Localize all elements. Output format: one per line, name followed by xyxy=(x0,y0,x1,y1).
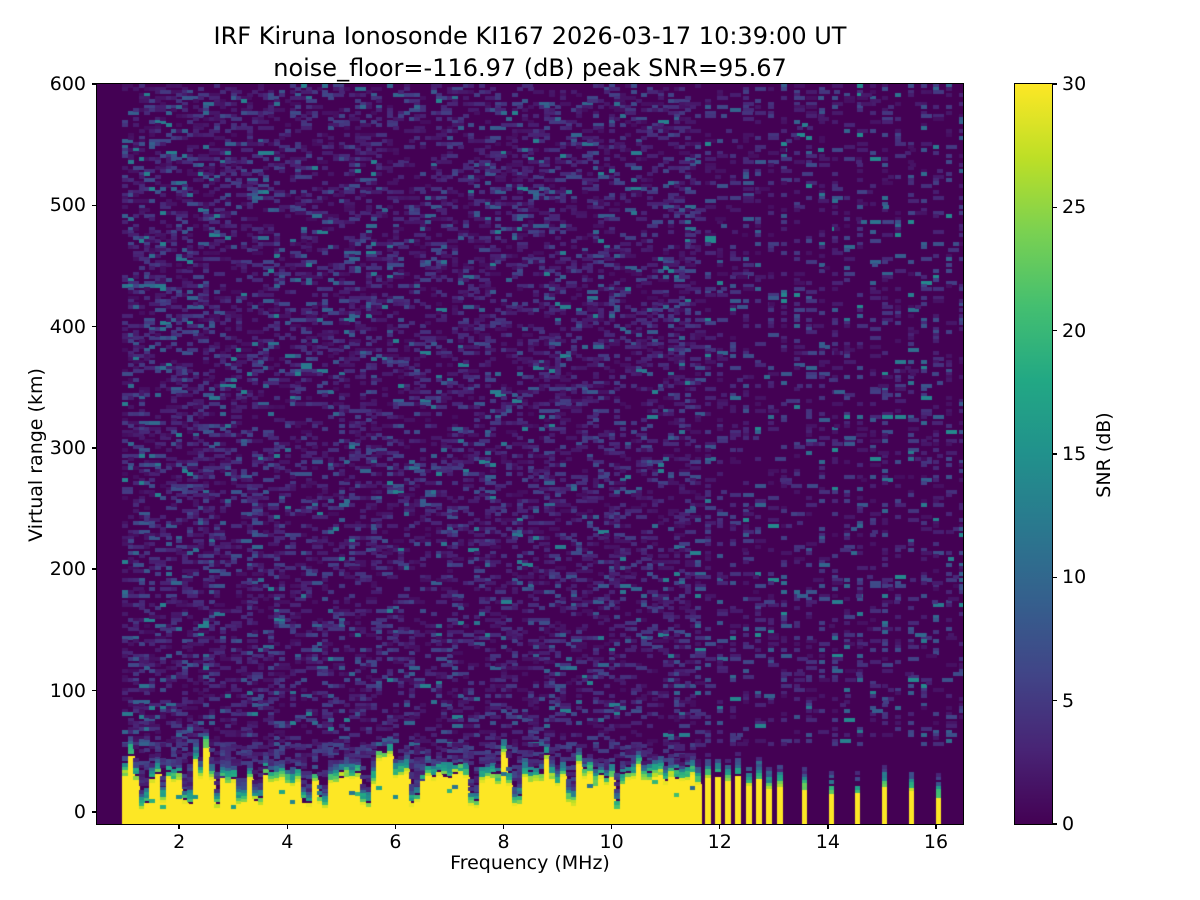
y-tick-label: 500 xyxy=(49,194,86,217)
colorbar-tick-mark xyxy=(1052,699,1057,702)
x-tick-label: 8 xyxy=(497,831,510,853)
x-tick-label: 2 xyxy=(173,831,186,853)
x-tick-mark xyxy=(827,824,829,829)
y-tick-label: 600 xyxy=(49,73,86,95)
x-tick-label: 6 xyxy=(389,831,402,853)
y-tick-mark xyxy=(92,811,96,813)
colorbar-tick-label: 30 xyxy=(1062,73,1087,95)
x-tick-mark xyxy=(935,824,937,829)
y-tick-label: 400 xyxy=(49,315,86,338)
plot-area xyxy=(96,83,964,825)
colorbar-tick-label: 10 xyxy=(1062,566,1087,589)
x-tick-label: 4 xyxy=(281,831,294,853)
x-tick-label: 10 xyxy=(599,831,624,853)
x-tick-mark xyxy=(718,824,721,829)
colorbar-tick-mark xyxy=(1052,206,1057,209)
y-tick-label: 0 xyxy=(73,800,86,823)
ionogram-heatmap-canvas xyxy=(97,84,963,824)
y-tick-label: 200 xyxy=(49,558,86,581)
colorbar-gradient xyxy=(1015,84,1052,824)
y-tick-mark xyxy=(92,83,96,85)
y-tick-label: 100 xyxy=(49,679,86,702)
x-tick-mark xyxy=(502,824,505,829)
y-tick-mark xyxy=(92,447,96,449)
x-tick-mark xyxy=(178,824,180,829)
x-tick-label: 16 xyxy=(923,831,949,853)
x-tick-mark xyxy=(394,824,397,829)
plot-title: IRF Kiruna Ionosonde KI167 2026-03-17 10… xyxy=(213,22,847,50)
y-tick-mark xyxy=(92,325,96,328)
colorbar-label: SNR (dB) xyxy=(1093,412,1115,498)
colorbar-tick-label: 25 xyxy=(1062,196,1087,219)
y-tick-label: 300 xyxy=(49,436,86,459)
plot-subtitle: noise_floor=-116.97 (dB) peak SNR=95.67 xyxy=(273,54,787,82)
x-axis-label: Frequency (MHz) xyxy=(450,852,610,874)
colorbar-tick-mark xyxy=(1052,453,1057,455)
y-tick-mark xyxy=(92,204,96,207)
y-tick-mark xyxy=(92,689,96,692)
x-tick-label: 14 xyxy=(815,831,840,853)
colorbar-tick-mark xyxy=(1052,576,1057,579)
colorbar-tick-label: 0 xyxy=(1062,813,1075,835)
y-tick-mark xyxy=(92,568,96,570)
colorbar xyxy=(1014,83,1053,825)
x-tick-mark xyxy=(286,824,289,829)
colorbar-tick-mark xyxy=(1052,329,1057,332)
colorbar-tick-mark xyxy=(1052,83,1057,85)
x-tick-mark xyxy=(610,824,613,829)
colorbar-tick-label: 5 xyxy=(1062,689,1075,712)
colorbar-tick-label: 15 xyxy=(1062,443,1087,465)
colorbar-tick-label: 20 xyxy=(1062,319,1087,342)
colorbar-tick-mark xyxy=(1052,823,1057,825)
x-tick-label: 12 xyxy=(707,831,732,853)
